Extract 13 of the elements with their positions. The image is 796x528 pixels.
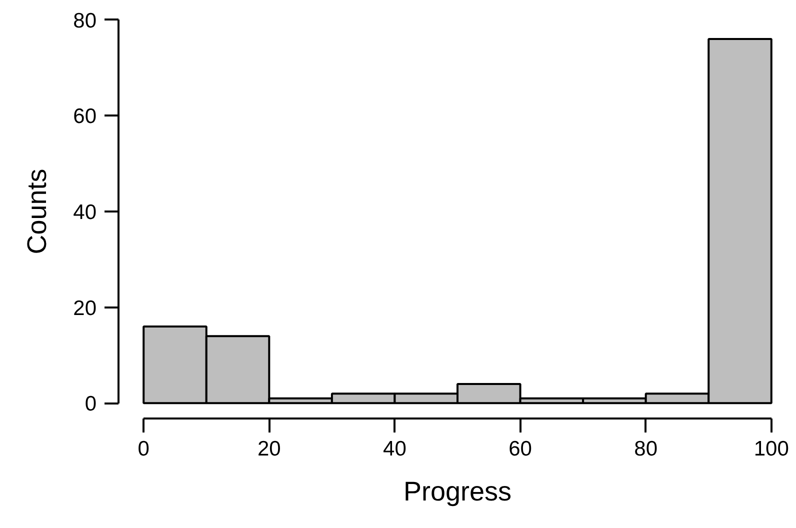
y-tick-label: 40 bbox=[73, 201, 96, 224]
x-tick-label: 100 bbox=[754, 438, 789, 460]
x-tick-label: 60 bbox=[508, 438, 532, 460]
y-tick-label: 0 bbox=[84, 392, 97, 416]
y-axis-title: Counts bbox=[22, 168, 52, 254]
x-tick-label: 80 bbox=[634, 438, 658, 460]
y-tick-label: 20 bbox=[73, 296, 96, 320]
x-tick-label: 0 bbox=[138, 438, 150, 460]
y-tick-label: 80 bbox=[73, 9, 96, 32]
y-tick-label: 60 bbox=[73, 105, 96, 128]
x-tick-label: 40 bbox=[383, 438, 406, 460]
x-axis-title: Progress bbox=[403, 476, 512, 506]
x-tick-label: 20 bbox=[257, 438, 281, 460]
